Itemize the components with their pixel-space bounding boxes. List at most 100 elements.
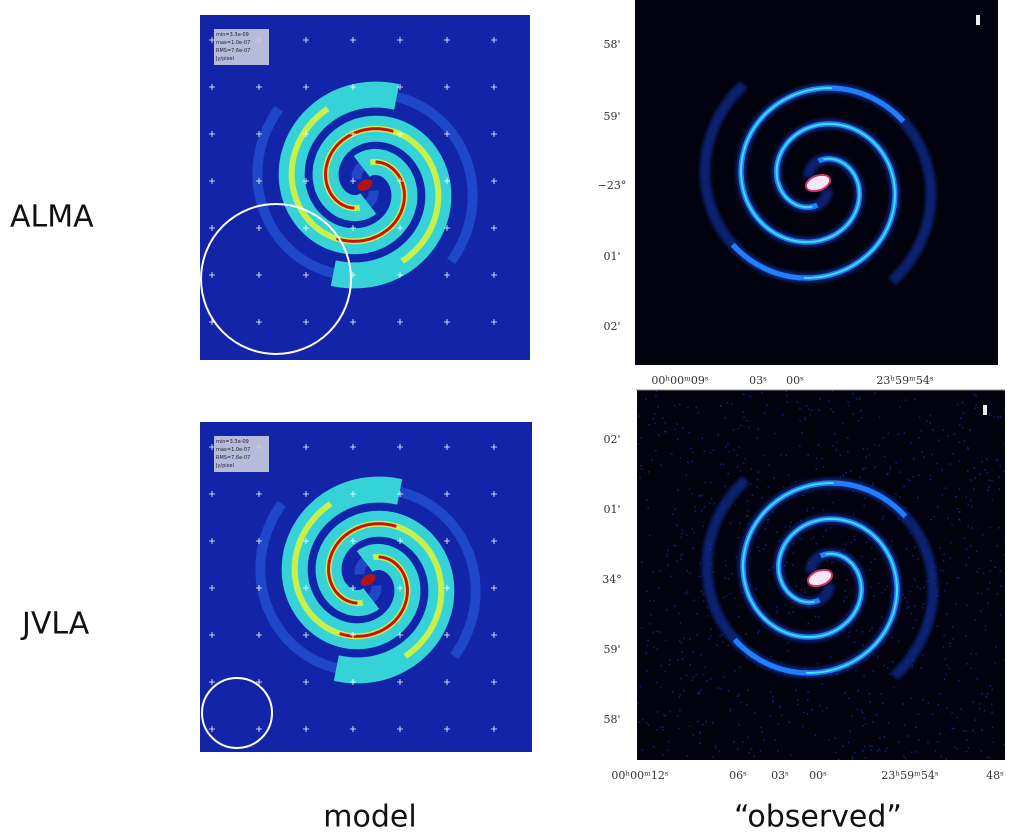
noise-dot [738,694,740,696]
noise-dot [921,430,923,432]
noise-dot [1005,736,1007,738]
noise-dot [758,471,760,473]
noise-dot [705,667,707,669]
noise-dot [963,730,965,732]
noise-dot [864,505,866,507]
column-label: “observed” [734,800,902,835]
noise-dot [768,519,770,521]
noise-dot [783,486,785,488]
noise-dot [984,625,986,627]
noise-dot [787,401,789,403]
noise-dot [859,477,861,479]
noise-dot [682,529,684,531]
noise-dot [866,542,868,544]
noise-dot [757,547,759,549]
noise-dot [750,483,752,485]
info-text: max=1.0e-07 [216,447,250,453]
noise-dot [842,423,844,425]
noise-dot [882,616,884,618]
noise-dot [861,710,863,712]
noise-dot [727,443,729,445]
noise-dot [807,699,809,701]
noise-dot [915,546,917,548]
noise-dot [774,433,776,435]
noise-dot [641,437,643,439]
noise-dot [738,537,740,539]
noise-dot [715,747,717,749]
noise-dot [886,473,888,475]
noise-dot [962,427,964,429]
noise-dot [869,569,871,571]
noise-dot [975,478,977,480]
noise-dot [904,597,906,599]
noise-dot [912,555,914,557]
noise-dot [893,687,895,689]
noise-dot [676,525,678,527]
noise-dot [645,398,647,400]
noise-dot [719,636,721,638]
noise-dot [853,514,855,516]
info-text: Jy/pixel [215,463,234,469]
noise-dot [671,453,673,455]
noise-dot [780,706,782,708]
noise-dot [806,510,808,512]
noise-dot [766,404,768,406]
noise-dot [733,429,735,431]
noise-dot [657,648,659,650]
x-tick-label: 23ʰ59ᵐ54ˢ [876,374,933,387]
noise-dot [746,420,748,422]
x-tick-label: 03ˢ [771,769,789,782]
noise-dot [968,747,970,749]
noise-dot [833,561,835,563]
noise-dot [781,661,783,663]
y-tick-label: −23° [598,179,627,192]
noise-dot [980,610,982,612]
noise-dot [791,522,793,524]
noise-dot [995,646,997,648]
noise-dot [937,741,939,743]
noise-dot [830,527,832,529]
noise-dot [872,483,874,485]
noise-dot [906,601,908,603]
noise-dot [743,394,745,396]
noise-dot [687,570,689,572]
noise-dot [648,471,650,473]
noise-dot [728,451,730,453]
noise-dot [987,603,989,605]
noise-dot [949,463,951,465]
noise-dot [949,642,951,644]
noise-dot [865,757,867,759]
noise-dot [748,427,750,429]
noise-dot [736,557,738,559]
y-tick-label: 02' [603,433,620,446]
noise-dot [835,752,837,754]
noise-dot [898,518,900,520]
noise-dot [689,664,691,666]
noise-dot [724,486,726,488]
info-text: min=3.3e-09 [216,32,249,38]
noise-dot [1000,614,1002,616]
noise-dot [731,403,733,405]
noise-dot [882,437,884,439]
observed-image [635,0,998,365]
noise-dot [793,543,795,545]
noise-dot [755,588,757,590]
noise-dot [689,572,691,574]
noise-dot [848,698,850,700]
noise-dot [697,692,699,694]
noise-dot [1005,614,1007,616]
noise-dot [915,726,917,728]
noise-dot [730,522,732,524]
noise-dot [679,710,681,712]
noise-dot [797,704,799,706]
noise-dot [970,480,972,482]
noise-dot [737,466,739,468]
noise-dot [877,750,879,752]
noise-dot [723,464,725,466]
noise-dot [854,752,856,754]
noise-dot [761,731,763,733]
noise-dot [947,707,949,709]
noise-dot [677,439,679,441]
noise-dot [808,409,810,411]
